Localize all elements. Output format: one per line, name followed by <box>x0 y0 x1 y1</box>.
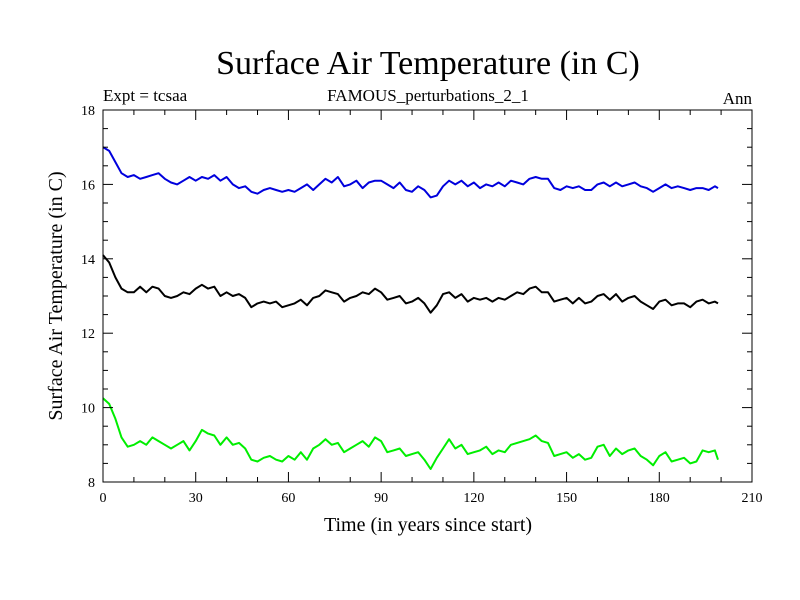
x-tick-label: 0 <box>100 491 107 506</box>
y-tick-label: 10 <box>81 402 95 417</box>
x-axis-label: Time (in years since start) <box>324 514 532 536</box>
subtitle-right: Ann <box>723 89 753 108</box>
x-tick-label: 30 <box>189 491 203 506</box>
series-line-middle <box>102 254 719 314</box>
x-tick-label: 150 <box>556 491 577 506</box>
series-line-lower <box>102 397 719 470</box>
y-tick-label: 16 <box>81 178 95 193</box>
x-tick-label: 90 <box>374 491 388 506</box>
y-tick-label: 18 <box>81 104 95 119</box>
x-tick-label: 180 <box>649 491 670 506</box>
x-tick-label: 120 <box>463 491 484 506</box>
chart-title: Surface Air Temperature (in C) <box>216 45 640 82</box>
plot-area: 0 30 60 90 120 150 180 210 8 10 12 14 16 18 <box>81 104 763 506</box>
y-tick-label: 12 <box>81 327 95 342</box>
y-axis-label: Surface Air Temperature (in C) <box>45 171 67 420</box>
subtitle-left: Expt = tcsaa <box>103 86 188 105</box>
y-tick-label: 14 <box>81 253 95 268</box>
subtitle-center: FAMOUS_perturbations_2_1 <box>327 86 529 105</box>
x-tick-label: 60 <box>281 491 295 506</box>
x-tick-label: 210 <box>742 491 763 506</box>
y-tick-label: 8 <box>88 476 95 491</box>
series-line-upper <box>102 146 719 199</box>
